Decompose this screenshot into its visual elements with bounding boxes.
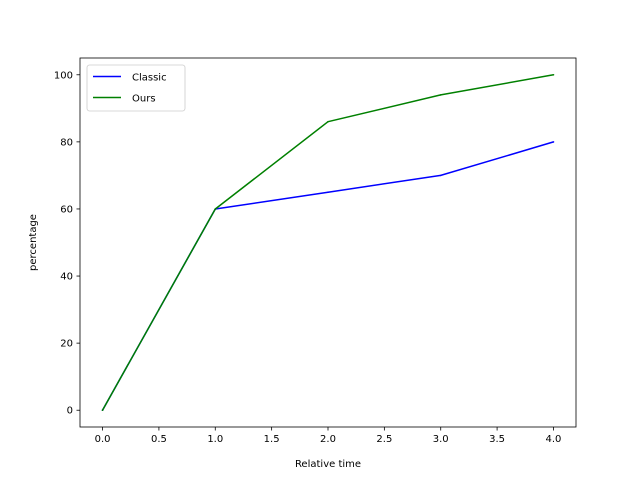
legend: Classic Ours (86, 64, 186, 112)
x-tick-label: 1.5 (264, 434, 280, 445)
x-tick-label: 2.5 (376, 434, 392, 445)
y-tick-label: 20 (60, 339, 73, 350)
y-tick-label: 0 (67, 406, 73, 417)
x-tick-label: 4.0 (546, 434, 562, 445)
legend-label: Ours (132, 94, 156, 105)
data-point (552, 74, 555, 76)
data-point (214, 208, 217, 210)
y-tick-label: 100 (54, 70, 73, 81)
x-tick-label: 0.5 (151, 434, 167, 445)
data-point (327, 120, 329, 123)
legend-label: Classic (132, 73, 167, 84)
data-point (327, 191, 329, 193)
x-tick-label: 3.0 (433, 434, 449, 445)
data-point (439, 174, 442, 177)
x-axis: 0.0 0.5 1.0 1.5 2.0 2.5 3.0 3.5 4.0 (95, 427, 562, 445)
x-axis-label: Relative time (295, 459, 361, 470)
y-tick-label: 60 (60, 204, 73, 215)
y-axis-label: percentage (28, 214, 39, 271)
x-tick-label: 1.0 (207, 434, 223, 445)
data-point (101, 409, 104, 412)
series-layer (101, 74, 555, 412)
data-point (552, 141, 555, 143)
y-axis: 0 20 40 60 80 100 (54, 70, 80, 417)
x-tick-label: 0.0 (95, 434, 111, 445)
x-tick-label: 2.0 (320, 434, 336, 445)
x-tick-label: 3.5 (489, 434, 505, 445)
data-point (439, 94, 442, 96)
y-tick-label: 80 (60, 137, 73, 148)
y-tick-label: 40 (60, 272, 73, 283)
